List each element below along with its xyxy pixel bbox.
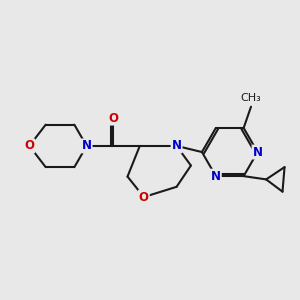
- Text: O: O: [24, 140, 34, 152]
- Text: N: N: [172, 140, 182, 152]
- Text: O: O: [108, 112, 118, 124]
- Text: O: O: [139, 190, 149, 203]
- Text: CH₃: CH₃: [241, 93, 261, 103]
- Text: N: N: [82, 140, 92, 152]
- Text: N: N: [211, 169, 221, 183]
- Text: N: N: [253, 146, 262, 158]
